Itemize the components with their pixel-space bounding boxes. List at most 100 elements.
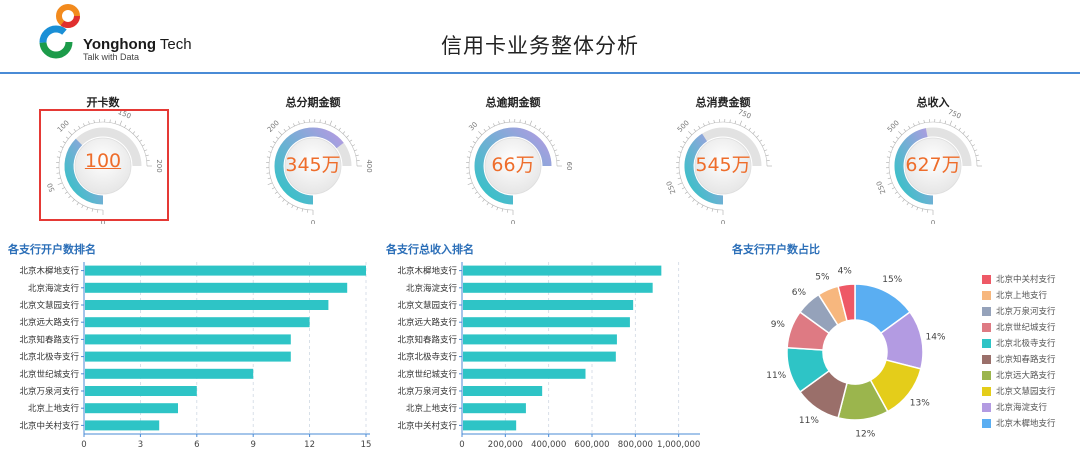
accounts-rank-bar-chart: 0 3 6 9 12 15 北京木樨地支行北京海淀支行北京文慧园支行北京远大路支行北京知春路… xyxy=(19,262,371,450)
gauge-tick xyxy=(268,151,272,153)
gauge-tick xyxy=(346,135,349,138)
category-label: 北京世纪城支行 xyxy=(19,369,79,380)
gauge-tick xyxy=(503,119,505,123)
gauge-tick xyxy=(921,208,924,212)
gauge-tick-label: 750 xyxy=(947,108,962,121)
gauge-tick xyxy=(554,149,558,152)
gauge-tick-label: 750 xyxy=(737,108,752,121)
page-title: 信用卡业务整体分析 xyxy=(441,34,639,58)
kpi-card-accounts[interactable]: 开卡数 0 50 100 150 200 100 xyxy=(33,94,173,224)
legend-swatch xyxy=(982,387,991,396)
gauge-tick xyxy=(483,128,486,132)
gauge-tick xyxy=(493,123,495,127)
legend-item[interactable]: 北京文慧园支行 xyxy=(982,386,1078,402)
x-tick-label: 12 xyxy=(304,440,315,450)
gauge-tick xyxy=(68,131,73,136)
legend-item[interactable]: 北京北极寺支行 xyxy=(982,338,1078,354)
gauge-tick xyxy=(338,127,341,131)
gauge-tick xyxy=(496,207,499,211)
legend-item[interactable]: 北京万泉河支行 xyxy=(982,306,1078,322)
gauge-tick xyxy=(58,151,62,153)
gauge-tick xyxy=(911,205,914,209)
kpi-value: 545万 xyxy=(695,154,751,176)
gauge-tick xyxy=(676,156,680,158)
gauge-tick xyxy=(890,146,894,148)
gauge-tick xyxy=(76,202,79,206)
gauge-tick xyxy=(501,208,504,212)
gauge-tick xyxy=(923,119,925,123)
bar xyxy=(463,386,543,396)
gauge-tick xyxy=(267,182,273,186)
x-tick-label: 3 xyxy=(138,440,143,450)
slice-percent-label: 4% xyxy=(838,267,853,277)
gauge-tick xyxy=(119,120,123,126)
gauge-tick xyxy=(703,123,705,127)
x-tick-label: 400,000 xyxy=(531,440,566,450)
legend-item[interactable]: 北京世纪城支行 xyxy=(982,322,1078,338)
legend-item[interactable]: 北京海淀支行 xyxy=(982,402,1078,418)
gauge-tick xyxy=(301,208,304,212)
legend-label: 北京上地支行 xyxy=(996,291,1048,301)
legend-item[interactable]: 北京木樨地支行 xyxy=(982,418,1078,434)
gauge-tick xyxy=(145,154,149,157)
gauge-tick xyxy=(894,191,898,194)
bar xyxy=(463,300,634,310)
gauge-tick xyxy=(144,149,148,152)
legend-label: 北京远大路支行 xyxy=(996,371,1056,381)
gauge-tick xyxy=(64,191,68,194)
gauge-tick xyxy=(555,154,559,157)
gauge-tick xyxy=(467,182,473,186)
gauge-tick xyxy=(472,141,476,144)
gauge-tick xyxy=(475,136,479,139)
bar xyxy=(85,368,254,379)
gauge-tick xyxy=(546,135,549,138)
gauge-tick xyxy=(954,124,957,128)
gauge-tick-label: 0 xyxy=(101,218,105,224)
slice-percent-label: 11% xyxy=(799,416,819,426)
legend-label: 北京中关村支行 xyxy=(996,275,1056,285)
gauge-value-arc xyxy=(274,127,344,205)
gauge-tick xyxy=(701,205,704,209)
x-tick-label: 9 xyxy=(250,440,255,450)
gauge-tick xyxy=(498,121,500,125)
gauge-tick xyxy=(61,187,65,190)
gauge-tick-label: 400 xyxy=(365,159,373,172)
gauge-tick xyxy=(756,135,759,138)
section-title-income-rank: 各支行总收入排名 xyxy=(386,243,474,256)
kpi-value[interactable]: 100 xyxy=(84,150,122,172)
kpi-title: 总逾期金额 xyxy=(485,96,541,109)
legend-item[interactable]: 北京知春路支行 xyxy=(982,354,1078,370)
legend-item[interactable]: 北京远大路支行 xyxy=(982,370,1078,386)
gauge-tick xyxy=(916,207,919,211)
gauge-tick xyxy=(114,120,117,124)
legend-item[interactable]: 北京上地支行 xyxy=(982,290,1078,306)
category-label: 北京北极寺支行 xyxy=(19,352,79,363)
kpi-card-consumption: 总消费金额 0 250 500 750 545万 xyxy=(653,94,793,224)
gauge-tick xyxy=(62,141,66,144)
donut-slice xyxy=(837,283,856,322)
gauge-tick xyxy=(352,144,356,147)
gauge-tick xyxy=(688,195,691,199)
brand-bold: Yonghong xyxy=(83,36,157,53)
brand-name: Yonghong Tech xyxy=(83,36,192,53)
gauge-tick xyxy=(93,119,95,123)
gauge-tick xyxy=(272,141,276,144)
gauge-tick xyxy=(124,124,127,128)
kpi-value: 345万 xyxy=(285,154,341,176)
gauge-tick xyxy=(139,139,143,142)
bar xyxy=(463,351,616,362)
logo-mark-icon xyxy=(39,4,80,59)
gauge-ring xyxy=(678,121,768,211)
gauge-tick xyxy=(698,125,701,129)
gauge-tick xyxy=(706,207,709,211)
legend-item[interactable]: 北京中关村支行 xyxy=(982,274,1078,290)
gauge-tick xyxy=(688,131,693,136)
legend-swatch xyxy=(982,403,991,412)
gauge-tick xyxy=(466,156,470,158)
gauge-tick xyxy=(88,121,90,125)
gauge-tick-label: 0 xyxy=(311,218,315,224)
legend-swatch xyxy=(982,419,991,428)
legend-label: 北京世纪城支行 xyxy=(996,323,1056,333)
